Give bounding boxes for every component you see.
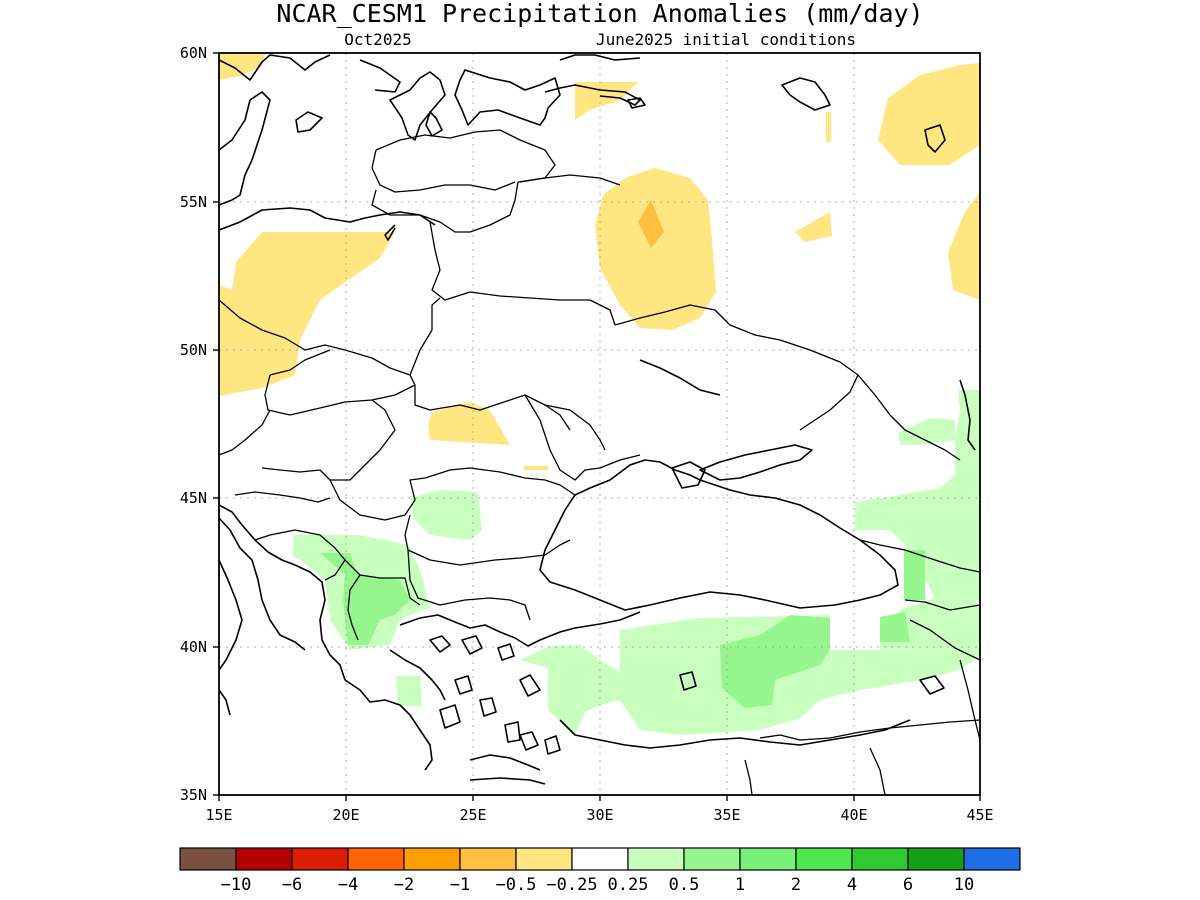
colorbar-label: −10 (221, 875, 252, 895)
colorbar-swatch (683, 847, 741, 871)
colorbar-label: −2 (394, 875, 414, 895)
anomaly-wet-caucasus (855, 390, 980, 600)
colorbar-swatch (515, 847, 573, 871)
anomaly-dry-russia-west (595, 168, 716, 330)
anomaly-dry-moscow-region (878, 63, 980, 165)
lon-label-30e: 30E (586, 806, 613, 824)
lon-label-20e: 20E (332, 806, 359, 824)
anomaly-dry-hungary-romania (428, 402, 510, 445)
colorbar-swatch (851, 847, 909, 871)
lon-label-25e: 25E (459, 806, 486, 824)
colorbar-label: −6 (282, 875, 302, 895)
colorbar-label: −1 (450, 875, 470, 895)
map-plot-area: 15E 20E 25E 30E 35E 40E 45E 35N 40N 45N … (180, 44, 994, 824)
anomaly-dry-dash (524, 466, 548, 470)
colorbar-swatch (627, 847, 685, 871)
anomaly-dry-strip (826, 112, 831, 142)
anomaly-wet-greece-small (396, 676, 422, 706)
lat-label-45n: 45N (180, 489, 207, 507)
lat-label-50n: 50N (180, 341, 207, 359)
colorbar-label: 1 (735, 875, 745, 895)
tick-marks (213, 52, 981, 801)
lat-label-55n: 55N (180, 193, 207, 211)
colorbar-swatch (907, 847, 965, 871)
anomaly-wet-albania-macedonia (320, 553, 410, 645)
anomaly-wet-balkans-north (410, 490, 482, 540)
lat-label-35n: 35N (180, 786, 207, 804)
anomaly-dry-poland (219, 232, 395, 396)
colorbar-swatch (459, 847, 517, 871)
lat-label-60n: 60N (180, 44, 207, 62)
colorbar-label: 2 (791, 875, 801, 895)
national-borders (219, 129, 980, 795)
colorbar-swatch (739, 847, 797, 871)
anomaly-wet-anatolia-core (720, 615, 830, 708)
colorbar-label: 0.5 (669, 875, 700, 895)
colorbar-swatch (403, 847, 461, 871)
colorbar-label: 10 (954, 875, 974, 895)
anomaly-wet-georgia-strip (904, 550, 925, 600)
anomaly-dry-small-east (795, 212, 832, 242)
colorbar-swatch (235, 847, 293, 871)
colorbar-swatch (179, 847, 237, 871)
colorbar-label: 6 (903, 875, 913, 895)
colorbar-swatch (795, 847, 853, 871)
colorbar: −10 −6 −4 −2 −1 −0.5 −0.25 0.25 0.5 1 2 4 6 10 (179, 847, 1021, 895)
colorbar-label: 0.25 (608, 875, 649, 895)
anomaly-dry-moderate-core (638, 200, 664, 248)
subtitle-initial-conditions: June2025 initial conditions (596, 30, 856, 49)
anomaly-dry-volga (948, 192, 980, 300)
coastlines (219, 54, 976, 785)
lat-label-40n: 40N (180, 638, 207, 656)
colorbar-swatch (571, 847, 629, 871)
colorbar-label: −0.5 (496, 875, 537, 895)
colorbar-label: 4 (847, 875, 857, 895)
subtitle-month: Oct2025 (344, 30, 411, 49)
anomaly-wet-ukraine-east (898, 418, 955, 445)
anomaly-dry-top-left (219, 53, 265, 80)
lon-label-45e: 45E (966, 806, 993, 824)
lon-label-35e: 35E (713, 806, 740, 824)
colorbar-label: −0.25 (546, 875, 597, 895)
colorbar-label: −4 (338, 875, 358, 895)
lon-label-15e: 15E (205, 806, 232, 824)
map-title: NCAR_CESM1 Precipitation Anomalies (mm/d… (276, 0, 923, 28)
anomaly-wet-armenia (880, 612, 910, 642)
colorbar-swatch (963, 847, 1021, 871)
lon-label-40e: 40E (840, 806, 867, 824)
colorbar-swatch (347, 847, 405, 871)
colorbar-swatch (291, 847, 349, 871)
